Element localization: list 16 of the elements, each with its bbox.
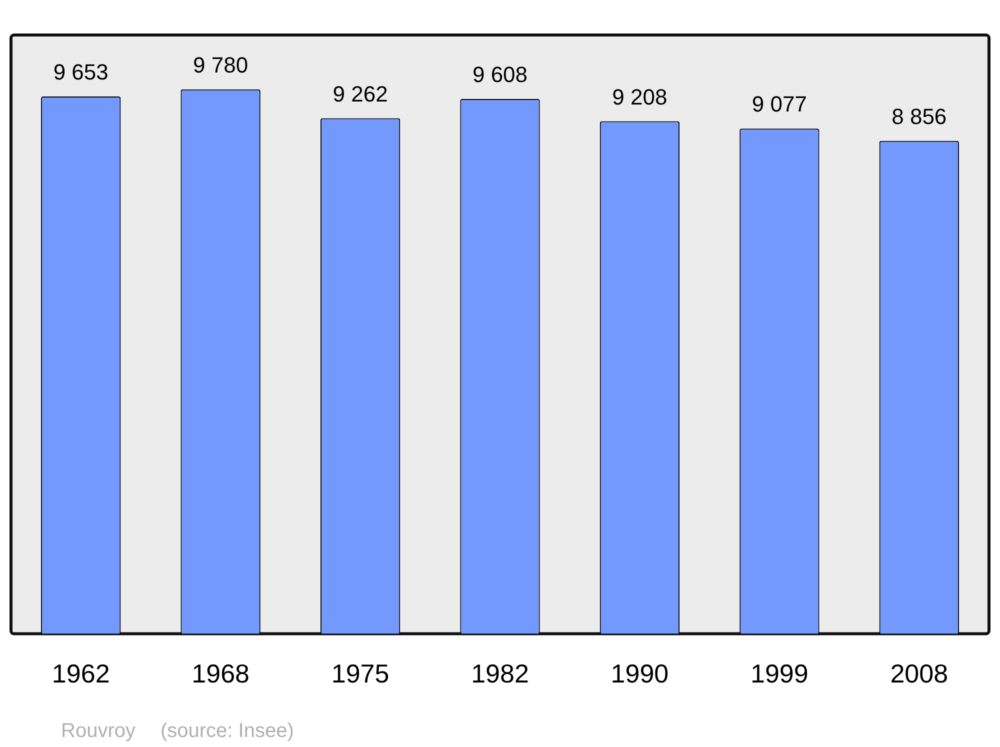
- x-tick-label: 1999: [750, 658, 808, 689]
- text: (source: Insee): [160, 720, 294, 742]
- data-label: 8 856: [892, 104, 947, 129]
- data-label: 9 208: [612, 84, 668, 110]
- x-tick-label: 1968: [192, 658, 250, 689]
- data-label: 9 653: [53, 60, 108, 85]
- x-tick-label: 1982: [471, 658, 529, 689]
- x-tick-label: 2008: [890, 658, 948, 689]
- data-label: 9 262: [332, 81, 388, 106]
- x-tick-label: 1975: [331, 658, 390, 689]
- data-label: 9 780: [193, 52, 248, 78]
- data-label: 9 077: [752, 92, 807, 117]
- data-label: 9 608: [472, 62, 528, 88]
- x-tick-label: 1962: [52, 658, 110, 689]
- x-tick-label: 1990: [610, 658, 669, 689]
- text: Rouvroy: [61, 720, 136, 742]
